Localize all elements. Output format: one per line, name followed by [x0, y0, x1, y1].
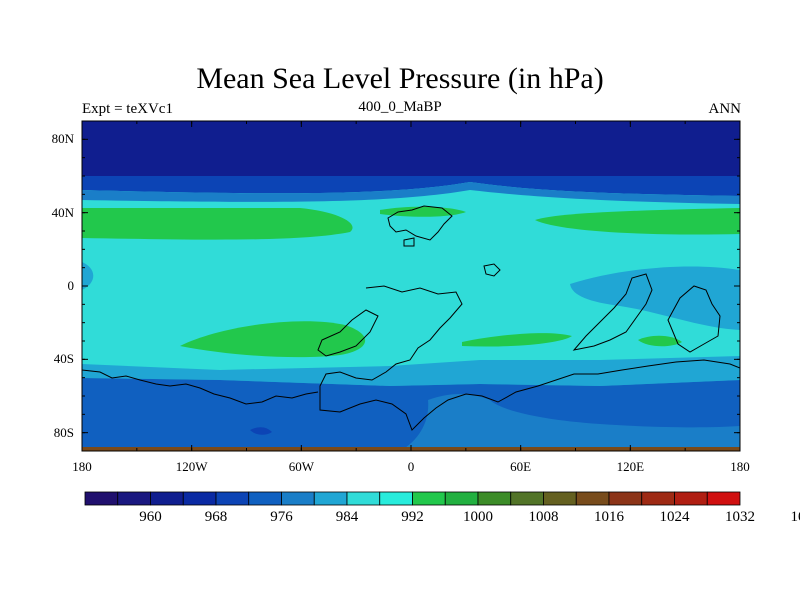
coastline-eastern-arm [667, 285, 721, 353]
colorbar-swatch [182, 491, 217, 506]
northern-subpolar-band [82, 176, 740, 196]
subpolar-low-patch [250, 427, 272, 435]
colorbar-label: 1016 [594, 509, 624, 525]
lon-tick-label: 180 [72, 459, 92, 474]
southern-midlat-band [82, 356, 740, 386]
colorbar-swatch [543, 491, 577, 506]
lat-tick-label: 40S [53, 351, 74, 367]
northern-midlat-band [82, 182, 740, 204]
lon-tick-label: 120W [175, 459, 208, 474]
colorbar-swatch [608, 491, 643, 506]
colorbar-swatch [150, 491, 184, 506]
lat-tick-label: 80S [53, 424, 74, 440]
colorbar-label: 992 [401, 509, 424, 525]
colorbar-label: 1032 [725, 509, 755, 525]
colorbar-swatch [84, 491, 119, 506]
experiment-label: Expt = teXVc1 [82, 101, 173, 117]
colorbar-swatch [706, 491, 741, 506]
colorbar-swatch [412, 491, 446, 506]
coastline-small-island [483, 263, 501, 277]
colorbar-label: 1000 [463, 509, 493, 525]
coastline-west-inlet [317, 309, 379, 357]
colorbar-swatch [215, 491, 250, 506]
time-label: 400_0_MaBP [358, 99, 442, 115]
southern-trough-plume [400, 394, 740, 451]
lat-tick-label: 0 [67, 278, 75, 293]
colorbar-swatch [117, 491, 151, 506]
colorbar-swatch [674, 491, 708, 506]
coastline-eastern-chain [572, 273, 653, 351]
coastline-south-landmass [319, 285, 740, 451]
north-polar-low [82, 121, 740, 176]
lat-tick-label: 40N [51, 204, 74, 220]
map-title: Mean Sea Level Pressure (in hPa) [196, 62, 604, 95]
colorbar-swatch [248, 491, 282, 506]
colorbar-swatch [313, 491, 348, 506]
colorbar-label: 1024 [659, 509, 690, 525]
colorbar-label: 960 [139, 509, 162, 525]
equatorial-low-east [570, 266, 740, 330]
colorbar-swatch [575, 491, 610, 506]
lon-tick-label: 180 [730, 459, 750, 474]
season-label: ANN [708, 101, 742, 117]
colorbar-label: 976 [270, 509, 293, 525]
colorbar-label: 984 [335, 509, 359, 525]
lon-tick-label: 120E [616, 459, 645, 474]
coastline-north-landmass [387, 205, 453, 241]
colorbar-label: 968 [204, 509, 228, 525]
colorbar-swatch [346, 491, 381, 506]
southern-high-belt-east [638, 335, 682, 347]
colorbar-swatch [641, 491, 675, 506]
equatorial-low-west [82, 262, 94, 290]
coastlines [82, 205, 740, 451]
coastline-small-cape [403, 237, 415, 247]
colorbar-label: 1008 [528, 509, 559, 525]
colorbar-label: 1040 [790, 509, 800, 525]
lon-tick-label: 60E [510, 459, 532, 474]
northern-high-belt-east [535, 208, 740, 235]
lon-tick-label: 0 [407, 459, 415, 474]
lat-tick-label: 80N [51, 131, 74, 147]
colorbar-swatch [477, 491, 512, 506]
map-plot-area [82, 121, 740, 451]
colorbar-swatch [444, 491, 479, 506]
colorbar-swatch [379, 491, 413, 506]
northern-high-island [380, 206, 466, 217]
colorbar-swatch [510, 491, 544, 506]
northern-high-belt-west [82, 208, 353, 240]
colorbar [84, 491, 741, 506]
lon-tick-label: 60W [288, 459, 314, 474]
colorbar-swatch [281, 491, 315, 506]
axis-ticks [81, 120, 741, 452]
southern-high-belt-central [462, 333, 572, 347]
coastline-southwest [82, 369, 319, 405]
